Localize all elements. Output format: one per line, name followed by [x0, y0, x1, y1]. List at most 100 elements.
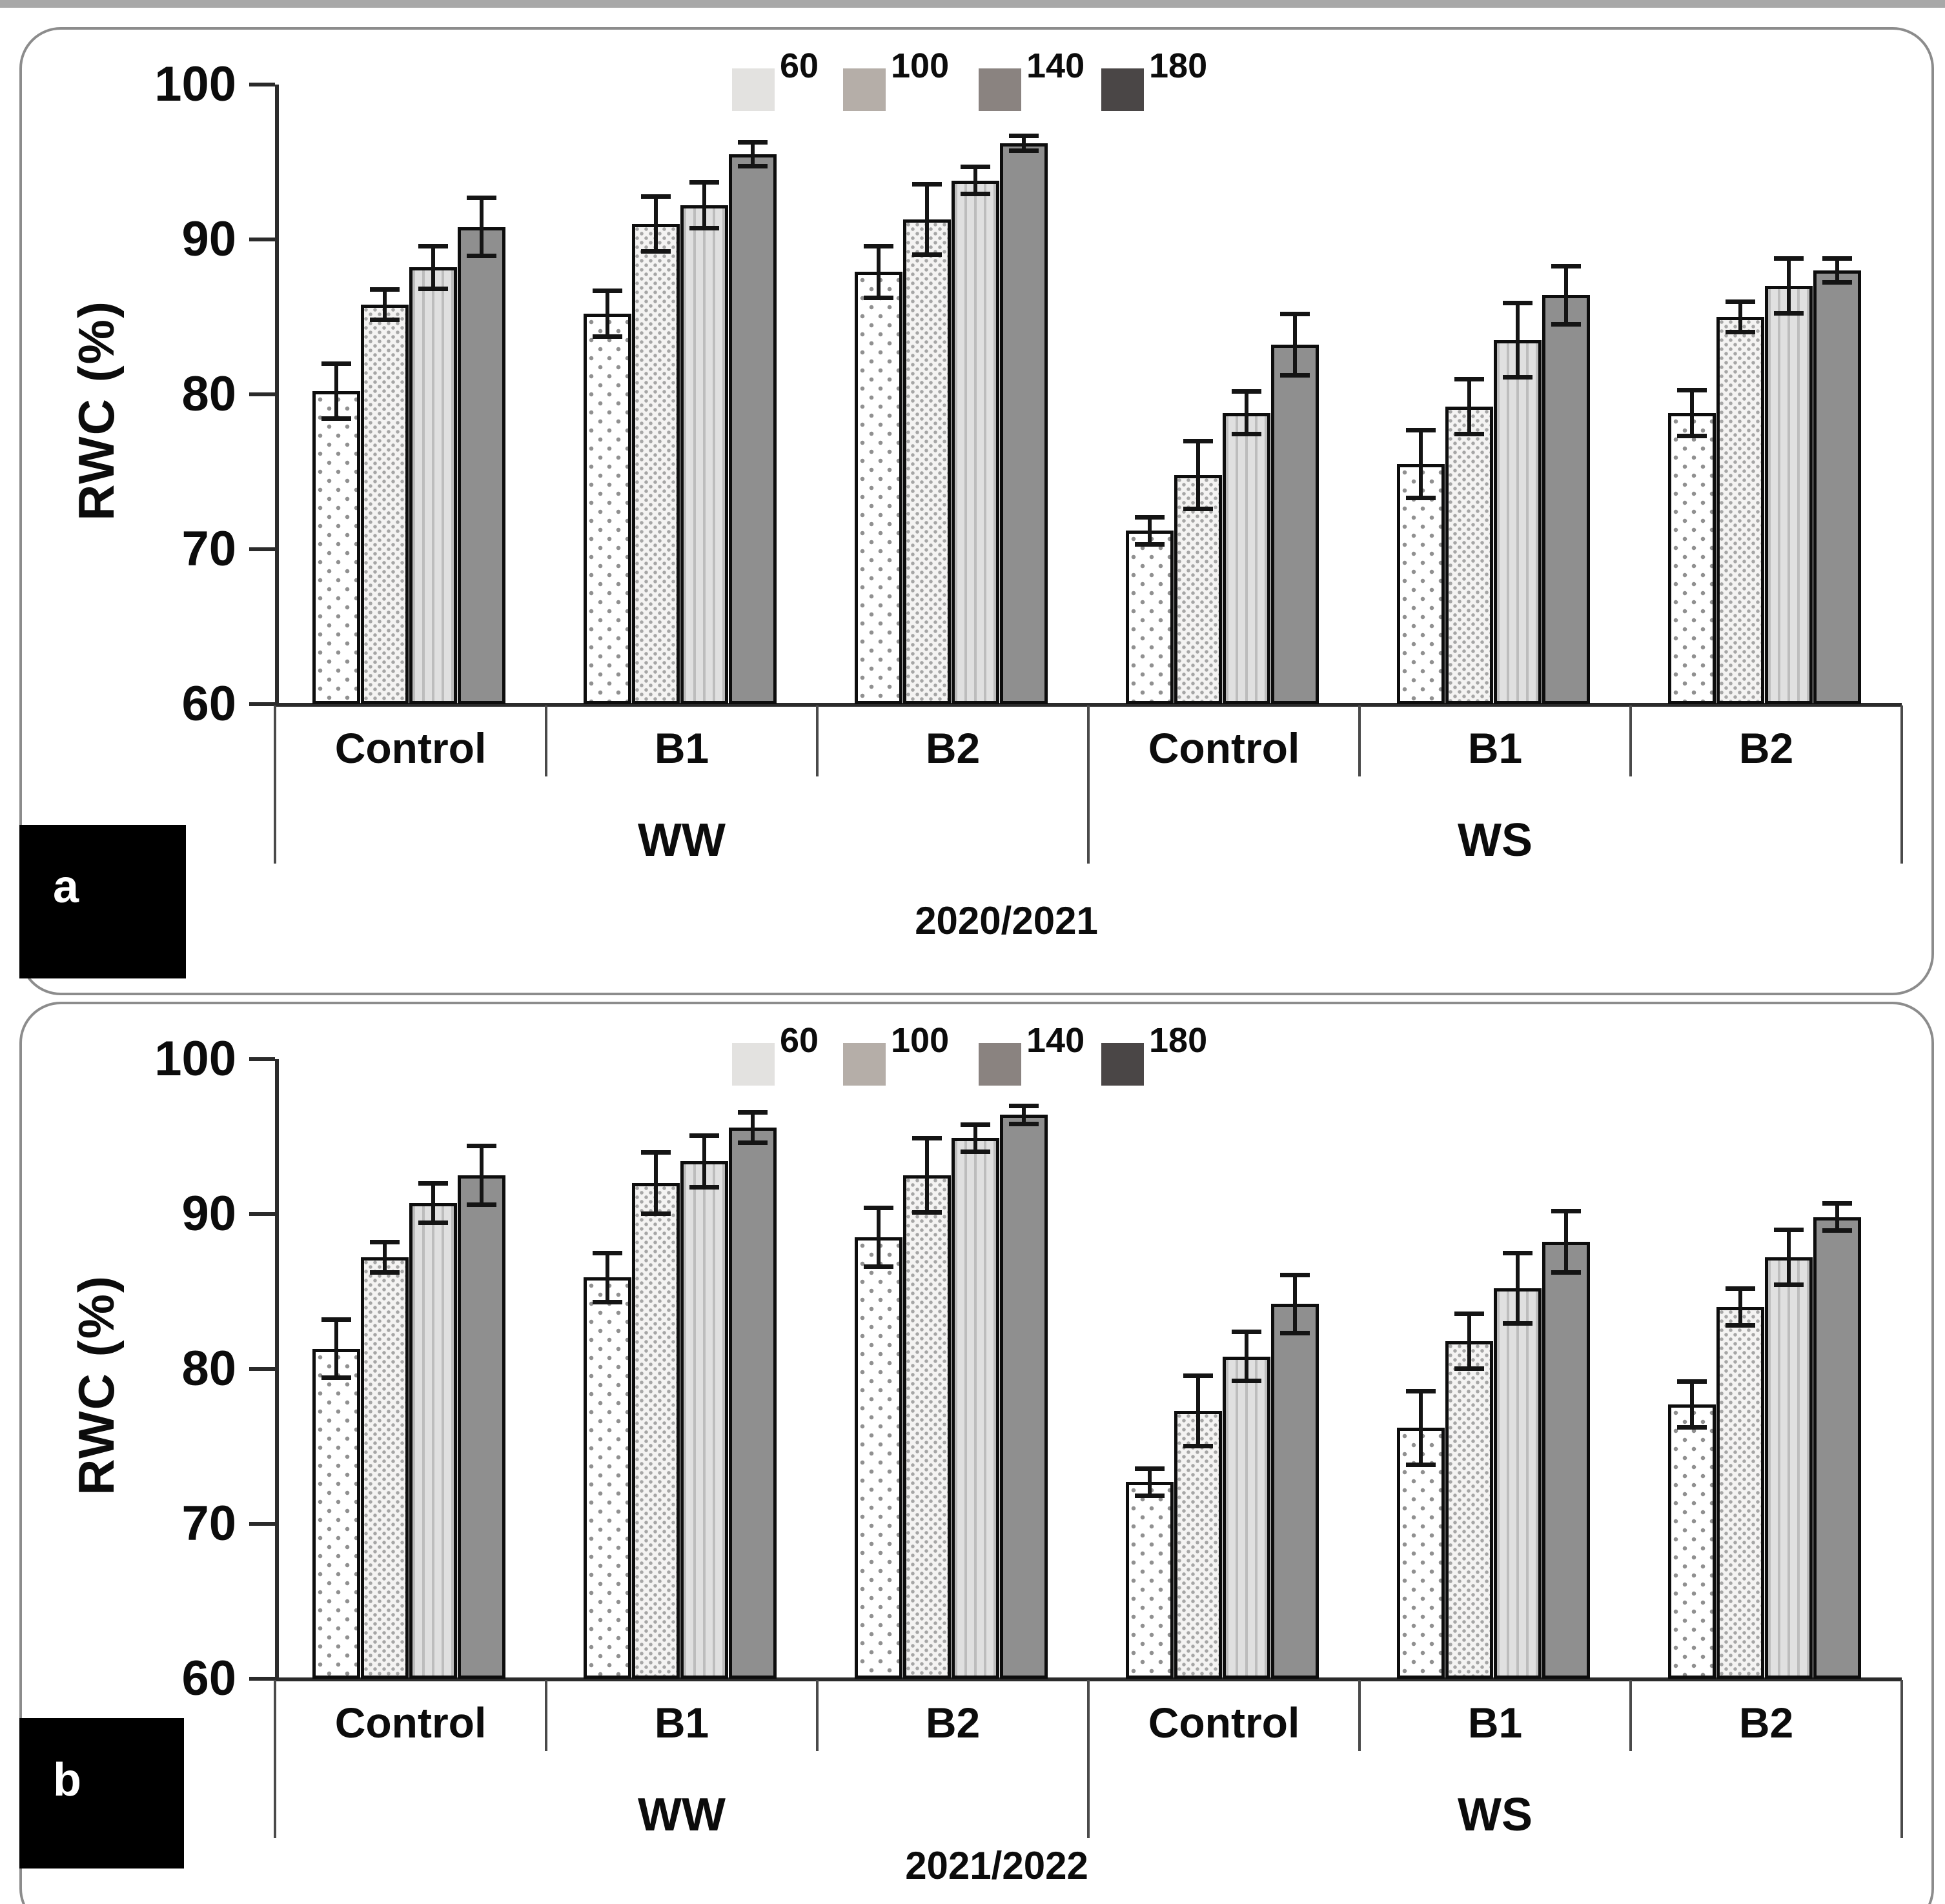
error-bar	[1293, 1274, 1297, 1333]
error-bar	[1690, 1381, 1694, 1428]
bar-WS-Control-100	[1174, 1410, 1222, 1679]
category-label-B2: B2	[925, 1699, 981, 1747]
category-label-Control: Control	[334, 724, 487, 772]
error-bar	[751, 1111, 755, 1143]
category-label-B1: B1	[654, 724, 709, 772]
error-bar-cap-top	[1822, 1201, 1852, 1206]
error-bar	[654, 1152, 658, 1214]
error-bar-cap-top	[1774, 1228, 1804, 1232]
error-bar-cap-top	[418, 243, 448, 248]
legend-label-180: 180	[1149, 1021, 1208, 1060]
error-bar-cap-top	[418, 1181, 448, 1186]
bar-WW-B1-140	[680, 1161, 728, 1679]
error-bar-cap-bottom	[1551, 1270, 1581, 1275]
error-bar-cap-top	[912, 181, 942, 187]
error-bar	[1690, 389, 1694, 436]
bar-WW-B1-140	[680, 205, 728, 704]
error-bar-cap-bottom	[1280, 1330, 1310, 1335]
category-label-B1: B1	[1467, 724, 1523, 772]
error-bar-cap-top	[1454, 377, 1484, 381]
error-bar-cap-bottom	[738, 164, 768, 169]
bar-WS-Control-100	[1174, 474, 1222, 704]
error-bar	[973, 167, 977, 195]
error-bar-cap-top	[1406, 1388, 1436, 1393]
error-bar-cap-bottom	[418, 286, 448, 291]
category-divider	[545, 1680, 547, 1751]
error-bar-cap-top	[1726, 299, 1755, 304]
error-bar-cap-bottom	[1726, 330, 1755, 334]
error-bar-cap-top	[1183, 1373, 1213, 1378]
error-bar	[1787, 1230, 1791, 1286]
error-bar-cap-top	[1503, 301, 1533, 306]
group-divider	[1087, 1680, 1090, 1838]
bar-WW-B1-180	[729, 154, 777, 704]
category-divider	[1629, 1680, 1632, 1751]
category-label-Control: Control	[1148, 724, 1300, 772]
error-bar-cap-top	[912, 1136, 942, 1141]
error-bar-cap-bottom	[961, 1149, 990, 1154]
legend-swatch-140	[979, 68, 1021, 111]
bar-WW-Control-140	[409, 267, 457, 704]
y-tick-100	[249, 1057, 275, 1061]
bar-WW-B2-60	[855, 1237, 902, 1679]
bar-WW-B2-180	[1000, 143, 1048, 704]
bar-WS-Control-140	[1223, 412, 1270, 704]
bar-WW-Control-60	[312, 391, 360, 704]
bar-WS-Control-60	[1126, 531, 1174, 704]
bar-WW-B1-100	[632, 1183, 680, 1679]
error-bar-cap-bottom	[1677, 433, 1707, 438]
error-bar	[334, 1319, 338, 1379]
bar-WS-B1-180	[1542, 1242, 1590, 1679]
error-bar-cap-bottom	[1454, 1366, 1484, 1371]
bar-WW-B2-100	[903, 219, 951, 704]
error-bar	[702, 182, 706, 229]
bar-WS-B1-100	[1445, 407, 1493, 704]
legend-swatch-60	[732, 1043, 775, 1086]
error-bar-cap-bottom	[1677, 1425, 1707, 1430]
error-bar	[1738, 301, 1742, 332]
error-bar-cap-top	[321, 1317, 351, 1322]
error-bar	[1564, 1211, 1568, 1273]
error-bar-cap-bottom	[1232, 432, 1261, 437]
error-bar-cap-top	[738, 1109, 768, 1115]
error-bar	[1467, 1313, 1471, 1369]
error-bar-cap-bottom	[1009, 1121, 1039, 1126]
legend-swatch-180	[1101, 68, 1144, 111]
bar-WS-B2-140	[1765, 286, 1813, 704]
error-bar-cap-top	[641, 1150, 671, 1155]
error-bar-cap-bottom	[1551, 322, 1581, 327]
group-label-WW: WW	[638, 815, 726, 866]
error-bar-cap-top	[864, 1206, 893, 1211]
error-bar	[1419, 1390, 1423, 1465]
error-bar	[925, 183, 929, 255]
error-bar-cap-top	[1822, 256, 1852, 261]
error-bar	[877, 245, 881, 299]
legend-label-140: 140	[1026, 1021, 1085, 1060]
error-bar-cap-bottom	[961, 192, 990, 197]
error-bar-cap-top	[1009, 1104, 1039, 1108]
error-bar-cap-bottom	[1503, 1321, 1533, 1326]
bar-WW-Control-180	[458, 227, 505, 704]
legend-label-100: 100	[891, 1021, 950, 1060]
error-bar	[1196, 1375, 1200, 1446]
error-bar-cap-top	[689, 180, 719, 185]
bar-WS-B2-140	[1765, 1257, 1813, 1679]
error-bar	[1516, 1253, 1520, 1324]
error-bar	[480, 197, 484, 257]
error-bar	[1564, 265, 1568, 325]
error-bar-cap-top	[1454, 1311, 1484, 1316]
error-bar-cap-bottom	[689, 1185, 719, 1190]
category-divider	[1629, 705, 1632, 776]
y-axis-line	[275, 1059, 279, 1679]
y-tick-70	[249, 547, 275, 551]
error-bar	[1245, 391, 1248, 435]
category-label-B1: B1	[1467, 1699, 1523, 1747]
error-bar-cap-bottom	[370, 317, 400, 322]
y-tick-label-90: 90	[181, 1186, 236, 1241]
error-bar-cap-top	[1677, 387, 1707, 392]
error-bar-cap-bottom	[912, 252, 942, 257]
legend-swatch-180	[1101, 1043, 1144, 1086]
error-bar-cap-top	[738, 139, 768, 145]
error-bar-cap-bottom	[864, 296, 893, 301]
error-bar-cap-top	[370, 287, 400, 292]
